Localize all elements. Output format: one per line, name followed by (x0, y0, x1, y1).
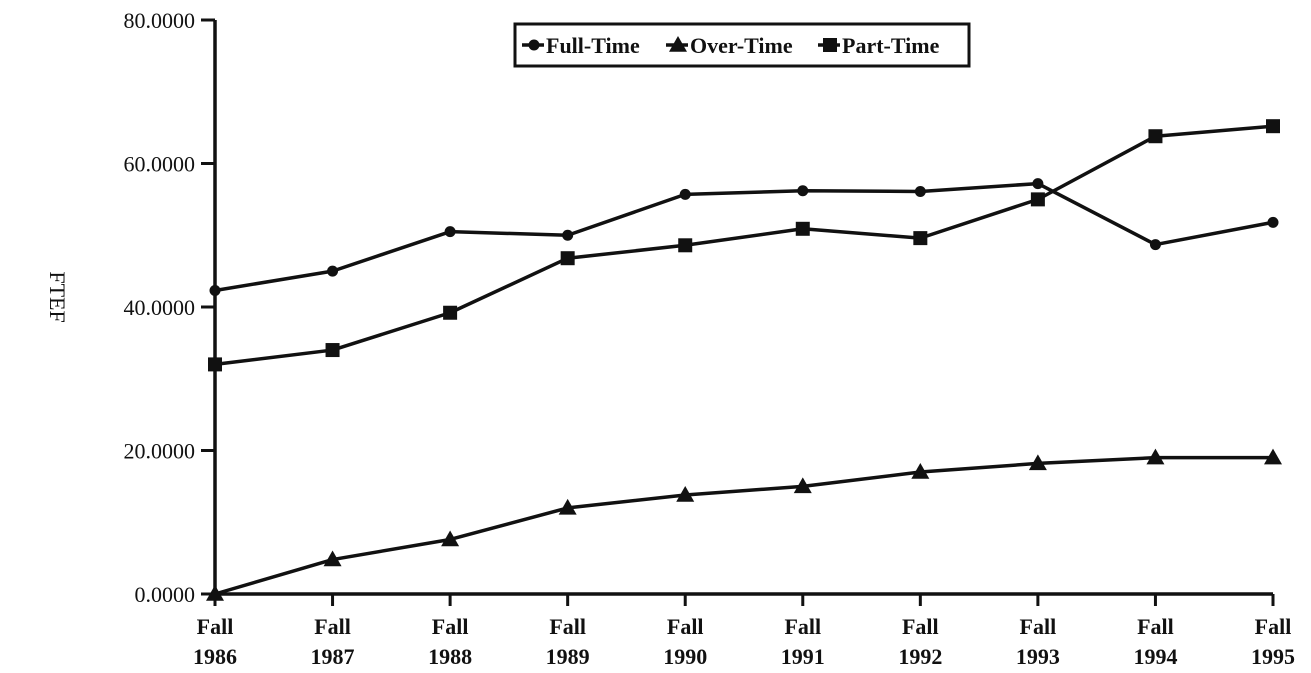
x-tick-label: Fall 1988 (428, 614, 472, 669)
data-point-full-time (209, 284, 221, 296)
legend-item-part-time: Part-Time (818, 33, 940, 58)
data-point-full-time (1032, 178, 1044, 190)
legend-marker-part-time (823, 38, 837, 52)
x-tick-label: Fall 1987 (311, 614, 355, 669)
data-point-part-time (678, 238, 693, 253)
y-tick-label: 80.0000 (124, 8, 196, 33)
data-point-full-time (444, 226, 456, 238)
y-tick-label: 20.0000 (124, 439, 196, 464)
data-point-part-time (325, 343, 340, 358)
legend-label: Over-Time (690, 33, 793, 58)
data-point-over-time (793, 477, 812, 494)
y-tick-label: 40.0000 (124, 295, 196, 320)
legend-label: Full-Time (546, 33, 640, 58)
data-point-over-time (911, 463, 930, 479)
data-point-full-time (1149, 239, 1161, 251)
data-point-part-time (443, 305, 458, 320)
data-point-over-time (676, 485, 695, 502)
data-point-full-time (797, 185, 809, 197)
data-point-over-time (1264, 448, 1282, 465)
data-point-part-time (560, 251, 575, 266)
legend-item-full-time: Full-Time (522, 33, 640, 58)
data-point-over-time (1028, 454, 1047, 471)
legend-marker-over-time (669, 36, 687, 52)
x-tick-label: Fall 1992 (898, 614, 942, 669)
x-tick-label: Fall 1993 (1016, 614, 1060, 669)
legend-marker-full-time (528, 39, 540, 51)
data-point-part-time (913, 231, 928, 246)
data-point-part-time (795, 221, 810, 236)
y-tick-label: 60.0000 (124, 152, 196, 177)
data-point-full-time (679, 188, 691, 200)
data-point-full-time (1267, 216, 1279, 228)
x-axis: Fall 1986 Fall 1987 Fall 1988 Fall 1989 Fall 1990… (193, 592, 1295, 669)
data-point-over-time (558, 498, 577, 515)
data-point-full-time (914, 185, 926, 197)
series-line-full-time (214, 181, 1274, 293)
data-point-over-time (441, 530, 460, 547)
x-tick-label: Fall 1990 (663, 614, 707, 669)
y-axis: 0.0000 20.0000 40.0000 60.0000 80.0000 (124, 8, 217, 607)
y-axis-title: FTEF (45, 271, 70, 322)
legend-label: Part-Time (842, 33, 940, 58)
data-point-over-time (323, 550, 342, 567)
series-line-part-time (214, 124, 1274, 367)
legend-box (513, 22, 971, 68)
data-point-part-time (1148, 129, 1163, 144)
legend-item-over-time: Over-Time (666, 33, 793, 58)
data-point-over-time (206, 585, 224, 601)
series-line-over-time (214, 455, 1273, 596)
x-tick-label: Fall 1994 (1133, 614, 1177, 669)
data-point-part-time (208, 357, 222, 372)
data-point-full-time (562, 229, 574, 241)
x-tick-label: Fall 1989 (546, 614, 590, 669)
x-tick-label: Fall 1986 (193, 614, 237, 669)
data-point-part-time (1030, 192, 1045, 207)
data-point-part-time (1266, 119, 1280, 134)
x-tick-label: Fall 1995 (1251, 614, 1295, 669)
series-full-time (209, 178, 1279, 296)
series-over-time (206, 448, 1282, 601)
x-tick-label: Fall 1991 (781, 614, 825, 669)
data-point-full-time (327, 265, 339, 277)
data-point-over-time (1146, 448, 1165, 465)
y-tick-label: 0.0000 (135, 582, 196, 607)
series-part-time (208, 119, 1280, 372)
series-group (206, 119, 1282, 601)
legend: Full-Time Over-Time Part-Time (513, 22, 971, 68)
